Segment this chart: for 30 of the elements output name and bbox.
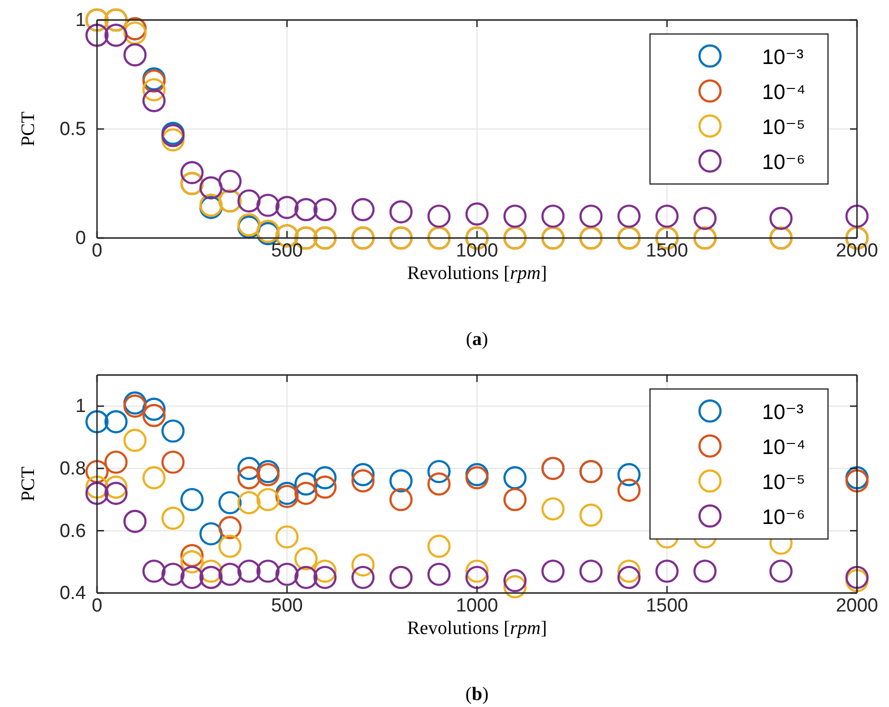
legend-label: 10⁻⁶ <box>762 151 806 174</box>
x-axis-title: Revolutions [rpm] <box>407 263 547 284</box>
y-axis-title: PCT <box>18 466 39 502</box>
legend-label: 10⁻⁶ <box>762 506 806 529</box>
y-tick-label: 0.8 <box>60 458 86 480</box>
text: (a) <box>466 329 488 350</box>
legend-label: 10⁻⁵ <box>762 471 806 494</box>
x-tick-label: 2000 <box>836 240 878 262</box>
x-tick-label: 2000 <box>836 595 878 616</box>
legend-label: 10⁻⁴ <box>762 436 806 459</box>
legend-label: 10⁻⁴ <box>762 81 806 104</box>
x-tick-label: 1500 <box>646 595 688 616</box>
y-tick-label: 1 <box>75 396 86 418</box>
x-tick-label: 0 <box>92 595 102 616</box>
x-tick-label: 500 <box>271 595 303 616</box>
x-axis-title: Revolutions [rpm] <box>407 618 547 639</box>
legend-label: 10⁻³ <box>762 46 804 69</box>
x-tick-label: 0 <box>92 240 102 262</box>
x-tick-label: 1000 <box>456 240 498 262</box>
x-tick-label: 500 <box>271 240 303 262</box>
legend-label: 10⁻³ <box>762 401 804 424</box>
x-tick-label: 1000 <box>456 595 498 616</box>
y-tick-label: 0.6 <box>60 520 86 542</box>
y-tick-label: 0.4 <box>60 583 86 604</box>
x-tick-label: 1500 <box>646 240 688 262</box>
text: (b) <box>465 684 489 705</box>
legend-label: 10⁻⁵ <box>762 116 806 139</box>
y-tick-label: 1 <box>75 10 86 32</box>
y-axis-title: PCT <box>18 111 39 146</box>
y-tick-label: 0.5 <box>60 119 86 140</box>
